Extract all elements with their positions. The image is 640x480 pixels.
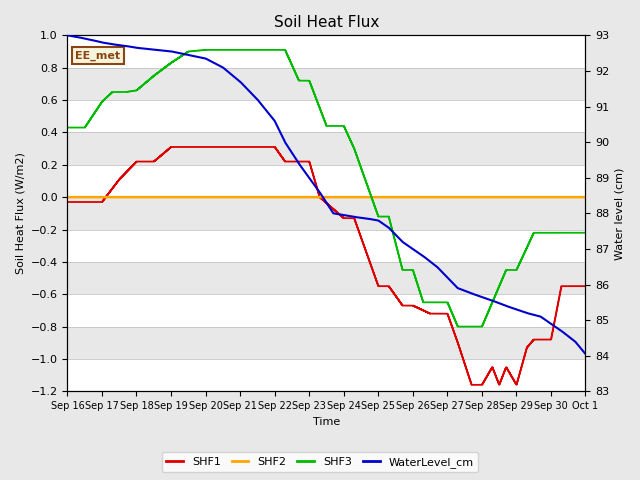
Text: EE_met: EE_met <box>75 50 120 61</box>
Bar <box>67 294 586 326</box>
Y-axis label: Water level (cm): Water level (cm) <box>615 167 625 260</box>
Bar <box>67 132 586 165</box>
Bar <box>67 229 586 262</box>
Legend: SHF1, SHF2, SHF3, WaterLevel_cm: SHF1, SHF2, SHF3, WaterLevel_cm <box>162 452 478 472</box>
Bar <box>67 165 586 197</box>
Bar <box>67 197 586 229</box>
Bar <box>67 68 586 100</box>
Bar <box>67 326 586 359</box>
Bar <box>67 262 586 294</box>
Title: Soil Heat Flux: Soil Heat Flux <box>274 15 379 30</box>
Bar <box>67 100 586 132</box>
Bar <box>67 36 586 68</box>
X-axis label: Time: Time <box>313 417 340 427</box>
Bar <box>67 359 586 391</box>
Y-axis label: Soil Heat Flux (W/m2): Soil Heat Flux (W/m2) <box>15 152 25 274</box>
